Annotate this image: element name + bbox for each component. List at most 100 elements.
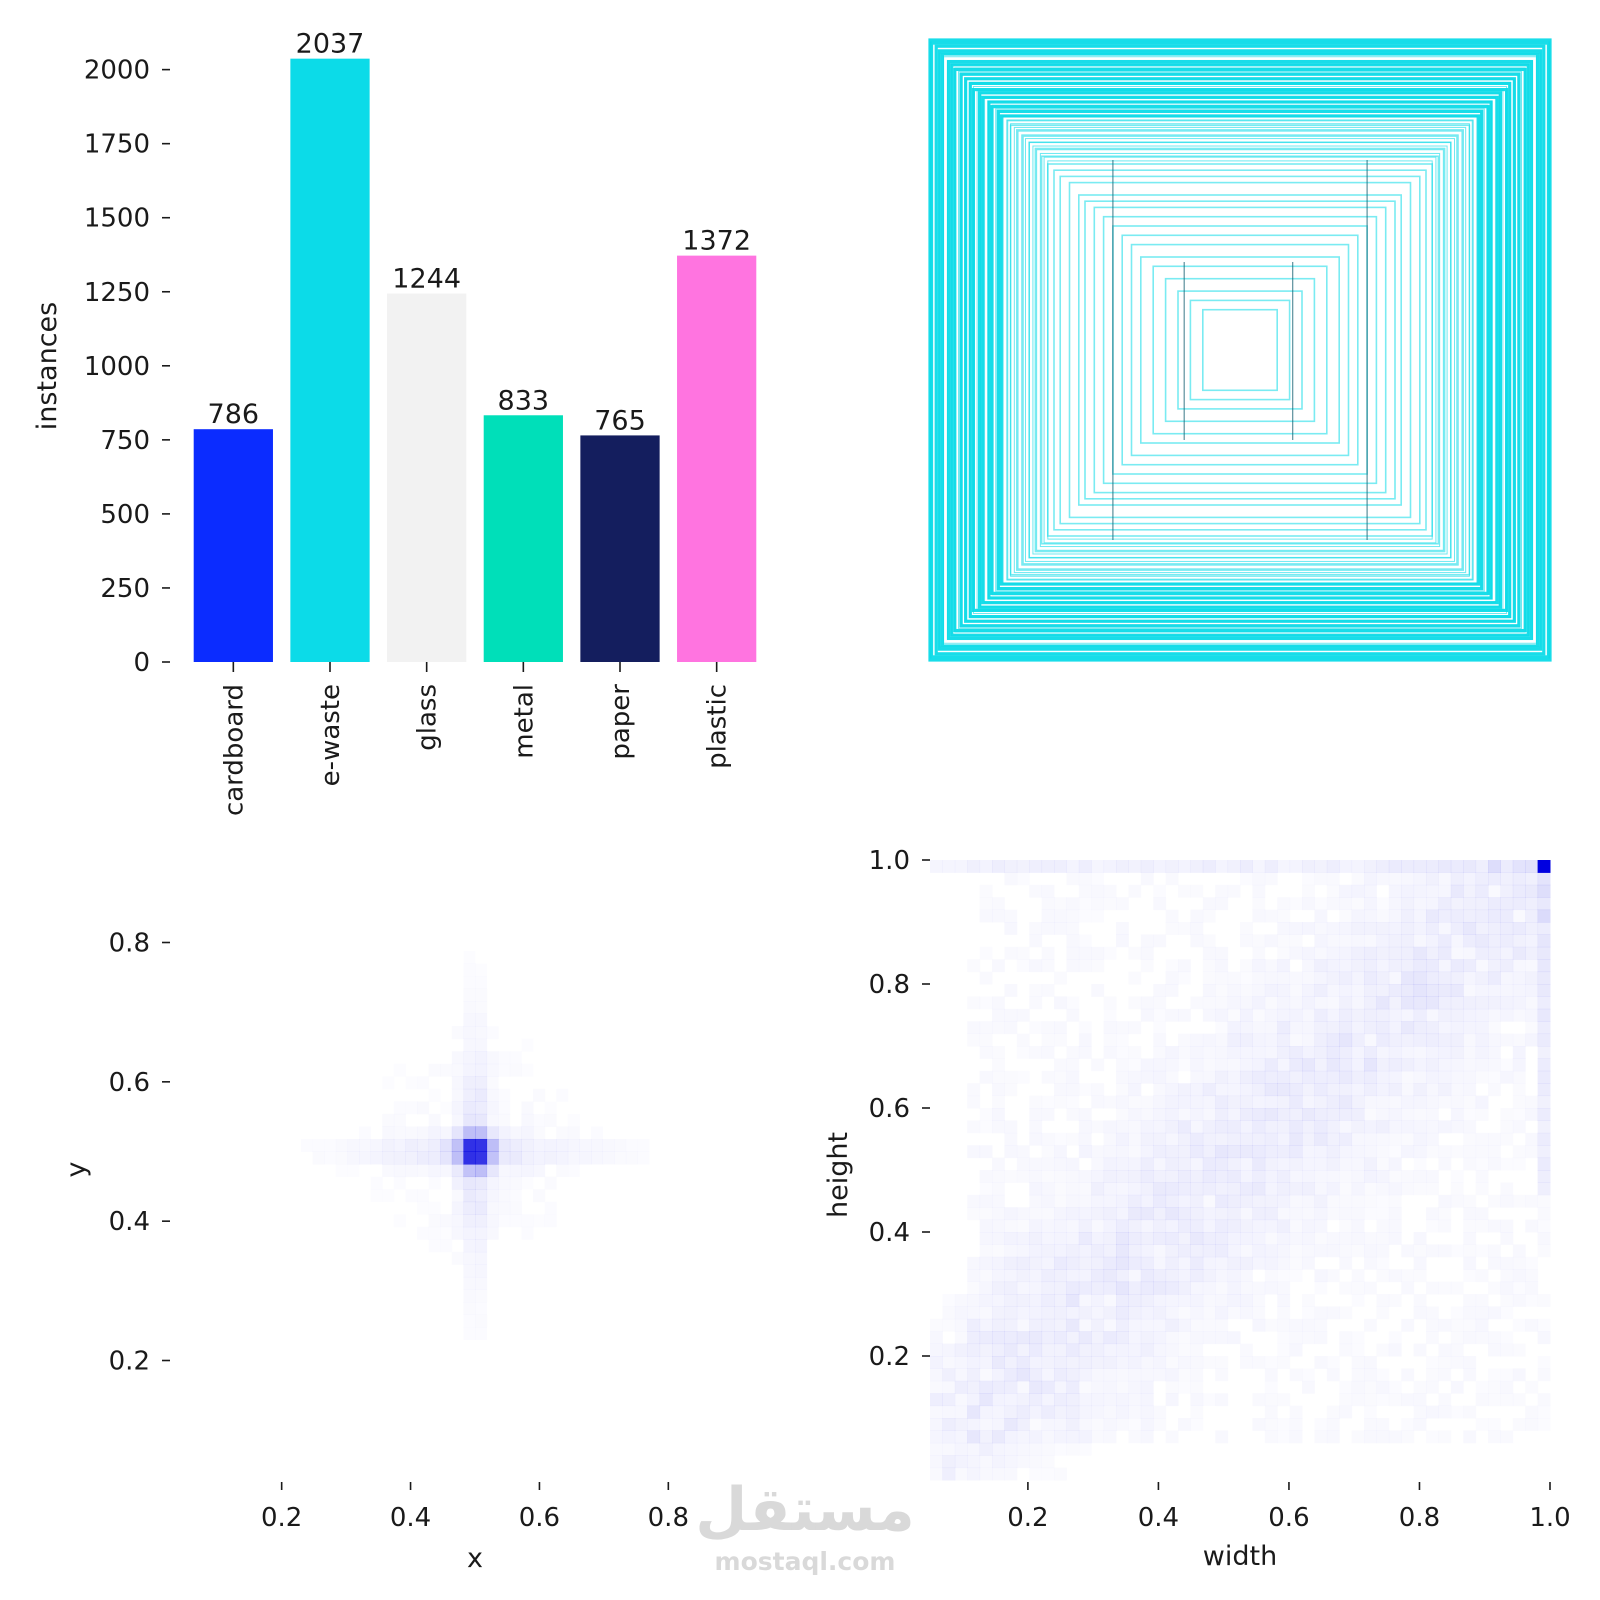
heat-cell — [1476, 1418, 1489, 1431]
heat-cell — [1116, 1108, 1129, 1121]
heat-cell — [1414, 1418, 1427, 1431]
heat-cell — [1190, 1132, 1204, 1146]
heat-cell — [1302, 1244, 1315, 1257]
heat-cell — [1116, 1207, 1129, 1221]
heat-cell — [1153, 1356, 1166, 1369]
heat-cell — [1240, 1070, 1253, 1084]
y-axis-label: height — [823, 1132, 854, 1218]
heat-cell — [1103, 1343, 1117, 1357]
heat-cell — [1066, 1182, 1079, 1195]
heat-cell — [1512, 934, 1526, 948]
heat-cell — [1290, 1021, 1303, 1034]
heat-cell — [475, 976, 487, 989]
heat-cell — [1203, 897, 1216, 910]
heat-cell — [1488, 1220, 1501, 1233]
heat-cell — [980, 1034, 993, 1047]
heat-cell — [979, 1393, 993, 1407]
heat-cell — [942, 1306, 955, 1319]
heat-cell — [1265, 1319, 1278, 1332]
heat-cell — [521, 1126, 534, 1140]
heat-cell — [1451, 1406, 1464, 1419]
heat-cell — [1004, 1393, 1018, 1407]
heat-cell — [1227, 1244, 1241, 1258]
heat-cell — [1500, 1257, 1513, 1270]
heat-cell — [1104, 1096, 1117, 1109]
y-tick-label: 0.8 — [869, 970, 910, 1000]
heat-cell — [394, 1164, 406, 1177]
heat-cell — [1066, 959, 1079, 972]
heat-cell — [1450, 959, 1464, 973]
heat-cell — [1240, 1132, 1253, 1146]
heat-cell — [1327, 996, 1340, 1009]
heat-cell — [1277, 1430, 1290, 1443]
heat-cell — [1017, 1071, 1030, 1084]
heat-cell — [1401, 1282, 1414, 1295]
heat-cell — [1066, 872, 1079, 885]
heat-cell — [1438, 1207, 1451, 1220]
heat-cell — [1240, 1108, 1253, 1121]
heat-cell — [1141, 1430, 1154, 1443]
box-outline — [1028, 141, 1452, 559]
heat-cell — [1426, 897, 1439, 911]
heat-cell — [510, 1164, 522, 1177]
heat-cell — [1029, 1195, 1042, 1208]
heat-cell — [1388, 934, 1402, 948]
heat-cell — [1240, 1244, 1253, 1257]
heat-cell — [1165, 1269, 1179, 1283]
heat-cell — [1401, 1095, 1415, 1109]
heat-cell — [463, 1252, 475, 1265]
heat-cell — [1513, 1269, 1526, 1282]
heat-cell — [980, 1170, 993, 1183]
heat-cell — [1017, 1282, 1030, 1295]
heat-cell — [1302, 1195, 1315, 1208]
heat-cell — [1078, 1331, 1092, 1345]
heat-cell — [1476, 1058, 1489, 1071]
heat-cell — [1364, 1145, 1377, 1158]
heat-cell — [1376, 1294, 1389, 1307]
heat-cell — [1004, 922, 1017, 935]
heat-cell — [521, 1138, 534, 1152]
heat-cell — [1178, 1294, 1191, 1307]
heat-cell — [1476, 1294, 1489, 1307]
heat-cell — [1513, 1319, 1526, 1332]
heat-cell — [1352, 872, 1365, 885]
heat-cell — [1302, 1319, 1315, 1332]
heat-cell — [1029, 1046, 1042, 1059]
box-outline — [977, 91, 1502, 609]
heat-cell — [1339, 1021, 1353, 1035]
xy-heatmap-panel: 0.20.40.60.80.2 0.4 0.6 0.8xy — [61, 929, 689, 1575]
heat-cell — [463, 1051, 475, 1064]
heat-cell — [463, 1264, 475, 1277]
heat-cell — [930, 1381, 943, 1394]
heat-cell — [1538, 1220, 1551, 1233]
heat-cell — [1364, 922, 1377, 935]
heat-cell — [1153, 1046, 1166, 1059]
heat-cell — [1364, 1195, 1377, 1208]
heat-cell — [992, 1306, 1005, 1320]
heat-cell — [992, 1182, 1005, 1195]
heat-cell — [1240, 1145, 1253, 1159]
heat-cell — [1327, 1207, 1340, 1220]
heat-cell — [1314, 1083, 1328, 1097]
heat-cell — [1277, 996, 1291, 1010]
x-tick-label: glass — [413, 684, 443, 751]
heat-cell — [1042, 1207, 1055, 1220]
heat-cell — [1364, 1008, 1377, 1022]
heat-cell — [1302, 1145, 1315, 1158]
heat-cell — [1289, 1008, 1303, 1022]
heat-cell — [1103, 1256, 1117, 1270]
heat-cell — [1339, 1070, 1353, 1084]
heat-cell — [942, 1418, 956, 1431]
heat-cell — [1513, 959, 1526, 972]
heat-cell — [1525, 1282, 1538, 1295]
heat-cell — [1091, 885, 1104, 898]
heat-cell — [1388, 1008, 1402, 1022]
heat-cell — [1042, 1195, 1055, 1208]
heat-cell — [1512, 922, 1526, 935]
heat-cell — [1277, 1021, 1291, 1035]
heat-cell — [1364, 984, 1377, 997]
heat-cell — [967, 1343, 981, 1357]
heat-cell — [1290, 1418, 1303, 1431]
heat-cell — [942, 1430, 956, 1444]
heat-cell — [1302, 1096, 1315, 1109]
